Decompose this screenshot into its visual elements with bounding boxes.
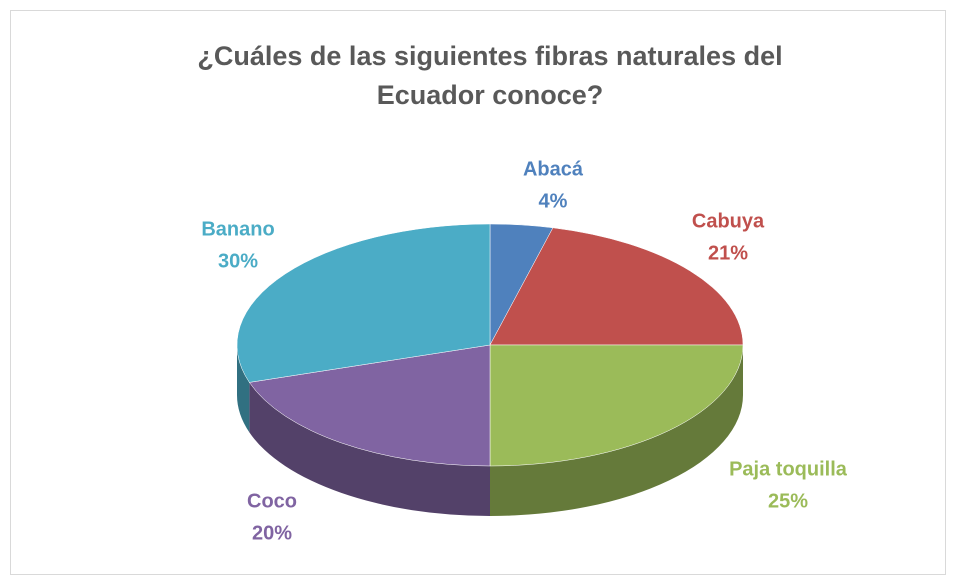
data-label-name: Cabuya [692, 210, 765, 232]
data-label-value: 25% [768, 490, 808, 512]
data-label-value: 30% [218, 250, 258, 272]
pie-slice [236, 223, 491, 383]
pie-slice [489, 227, 744, 346]
chart-title: ¿Cuáles de las siguientes fibras natural… [197, 41, 782, 110]
data-label-name: Coco [247, 490, 297, 512]
pie-slice [489, 344, 744, 467]
data-label-name: Abacá [523, 158, 584, 180]
data-label-value: 21% [708, 242, 748, 264]
pie-slice-side [237, 345, 250, 433]
data-label-value: 20% [252, 522, 292, 544]
data-label-name: Paja toquilla [729, 458, 848, 480]
pie-slice [248, 344, 491, 467]
pie-tops [236, 223, 744, 467]
data-label-value: 4% [539, 190, 568, 212]
pie-slice-side [249, 382, 490, 516]
pie-sides [237, 345, 743, 516]
pie-slice-side [490, 345, 743, 516]
data-label-name: Banano [201, 218, 274, 240]
